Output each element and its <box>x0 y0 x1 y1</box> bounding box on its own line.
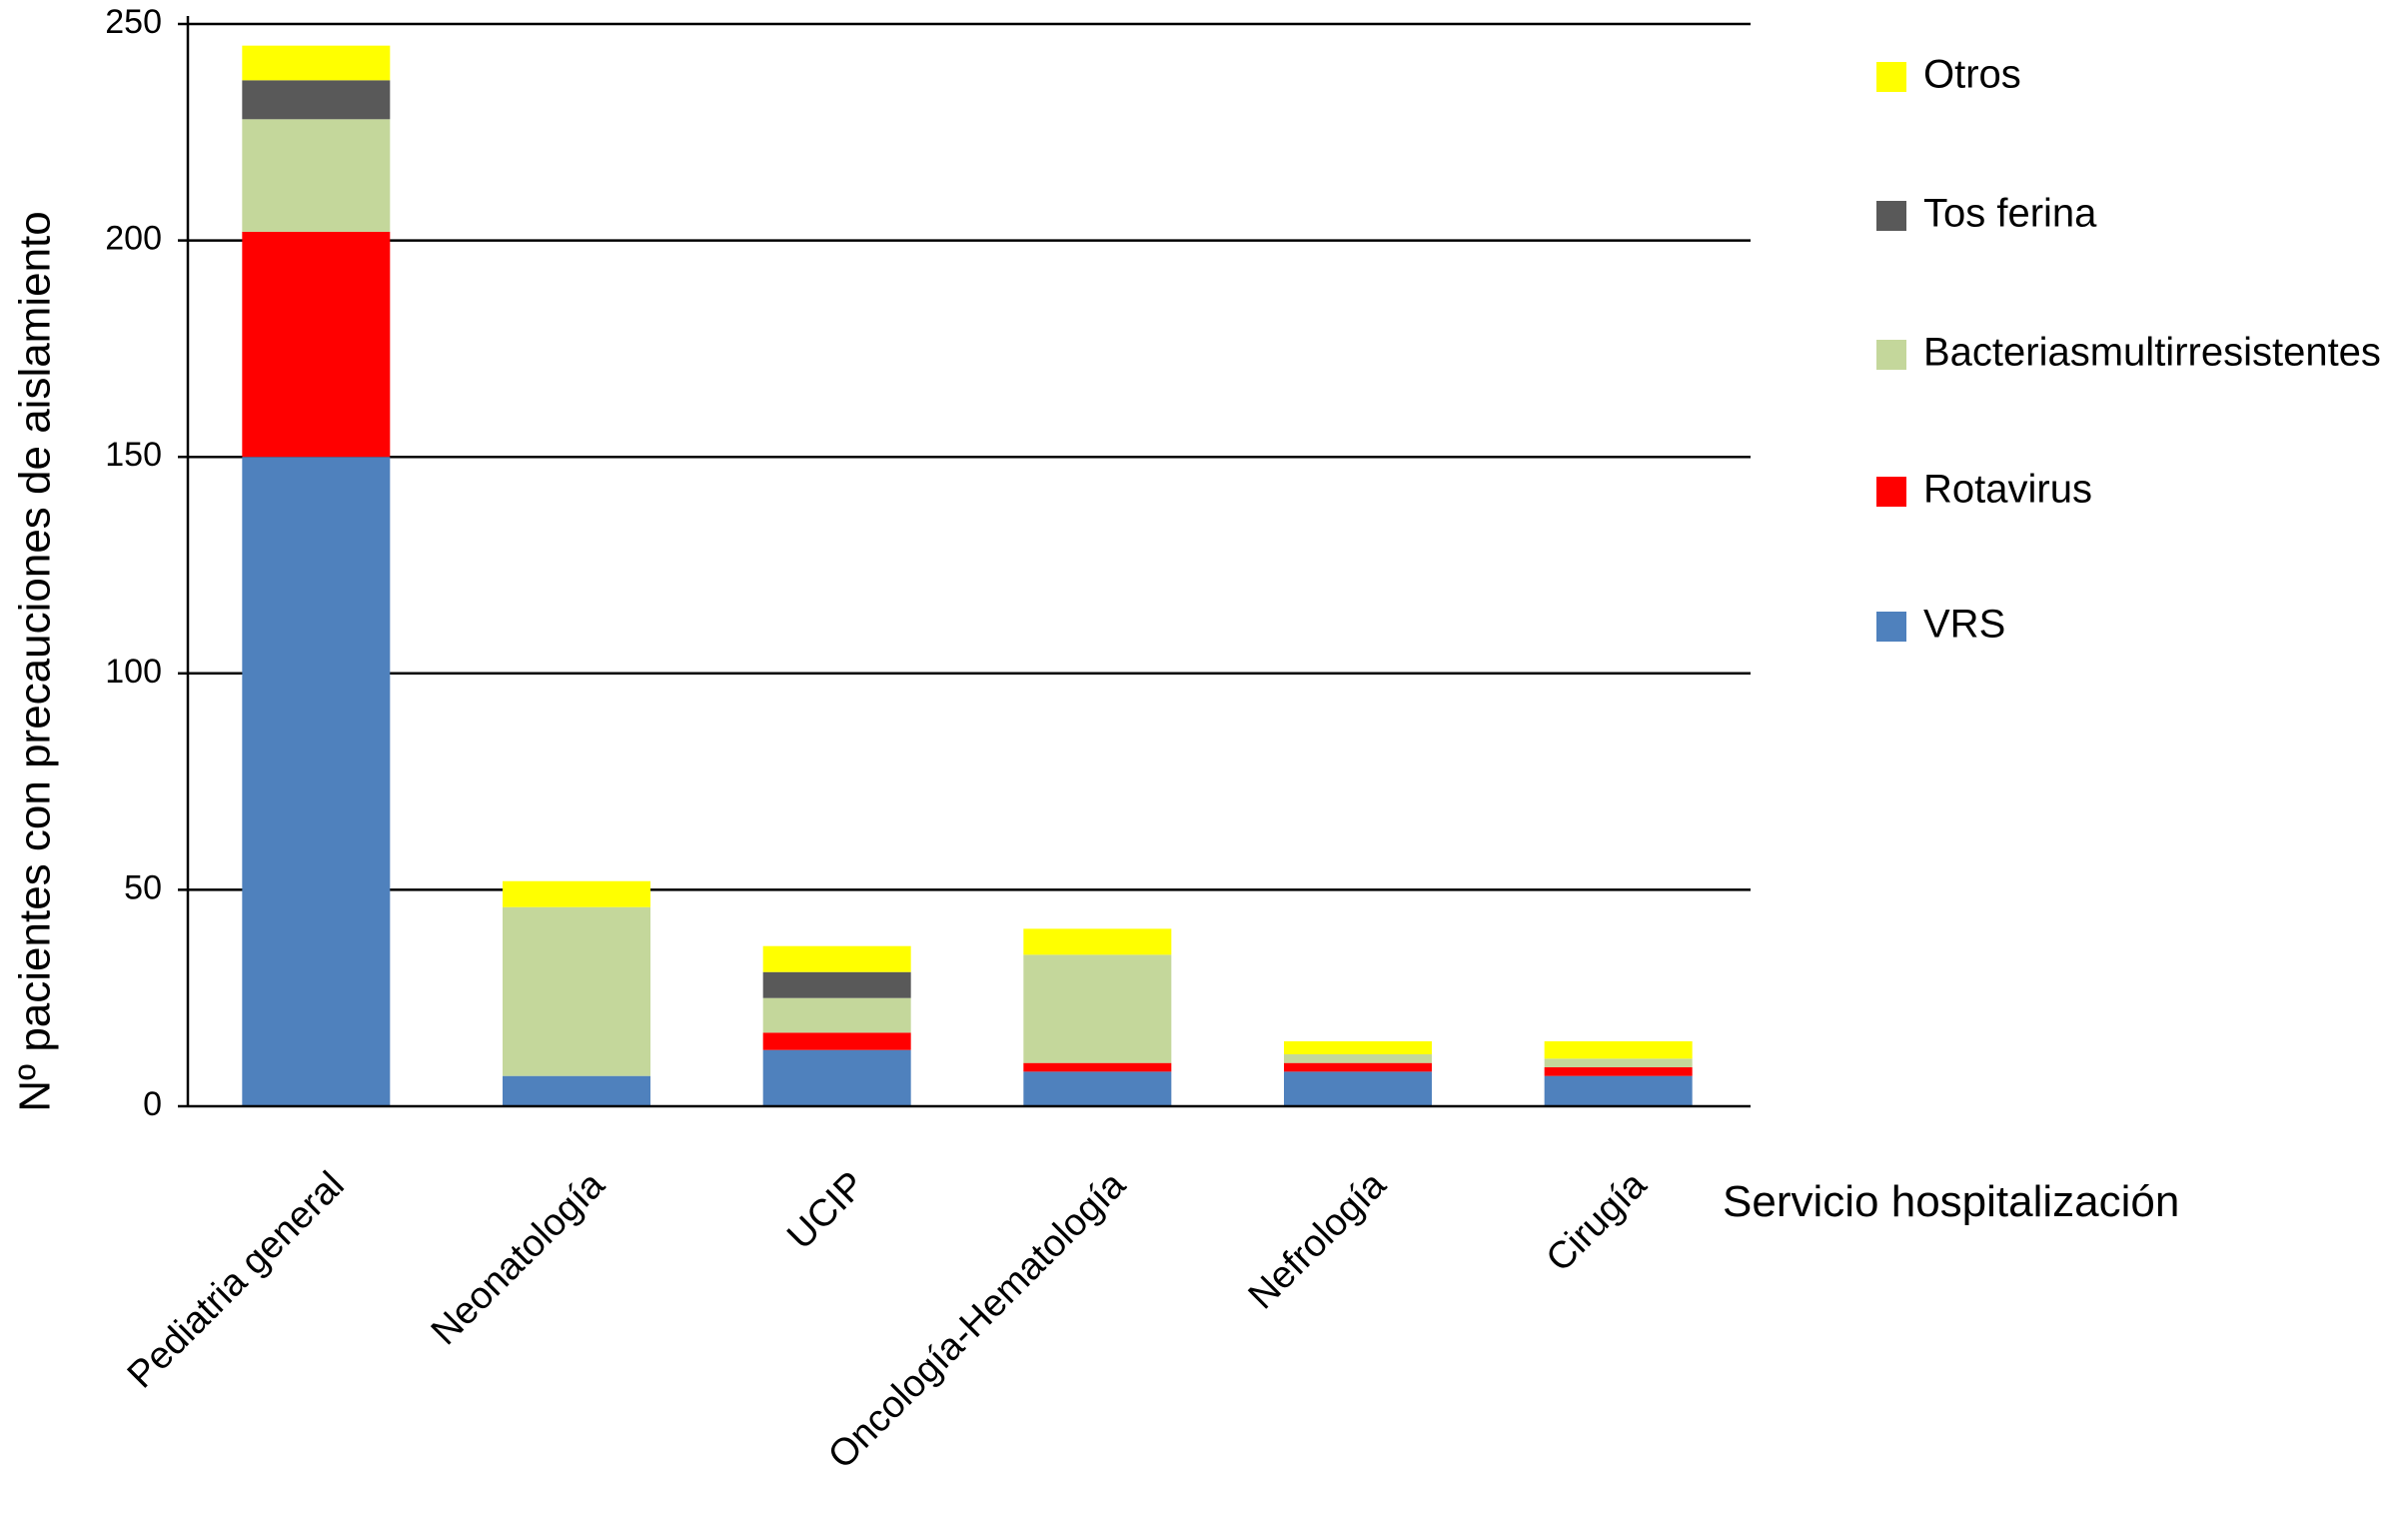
legend-label-bacteriasmultirresistentes: Bacteriasmultirresistentes <box>1923 331 2381 375</box>
legend: Otros Tos ferina Bacteriasmultirresistente… <box>1876 53 2381 647</box>
bars <box>242 45 1693 1106</box>
bar-cirugia-rotavirus <box>1544 1067 1693 1076</box>
bar-pediatria-general-otros <box>242 45 391 81</box>
bar-nefrologia-bacteriasmultirresistentes <box>1284 1054 1432 1063</box>
bar-oncologia-hematologia-bacteriasmultirresistentes <box>1023 954 1172 1063</box>
legend-swatch-vrs <box>1876 612 1906 642</box>
legend-label-rotavirus: Rotavirus <box>1923 468 2092 512</box>
legend-swatch-otros <box>1876 62 1906 92</box>
legend-swatch-bacteriasmultirresistentes <box>1876 340 1906 370</box>
y-tick-label-250: 250 <box>105 3 162 41</box>
gridlines <box>178 22 1751 1108</box>
legend-label-vrs: VRS <box>1923 603 2005 647</box>
bar-nefrologia-vrs <box>1284 1071 1432 1106</box>
bar-cirugia-bacteriasmultirresistentes <box>1544 1058 1693 1068</box>
y-tick-label-150: 150 <box>105 436 162 474</box>
bar-ucip-otros <box>762 945 911 972</box>
bar-pediatria-general-bacteriasmultirresistentes <box>242 119 391 232</box>
bar-ucip-tos-ferina <box>762 971 911 998</box>
bar-oncologia-hematologia-vrs <box>1023 1071 1172 1106</box>
y-tick-label-50: 50 <box>124 868 162 906</box>
bar-pediatria-general-rotavirus <box>242 231 391 458</box>
legend-label-tos-ferina: Tos ferina <box>1923 192 2097 236</box>
bar-pediatria-general-tos-ferina <box>242 80 391 120</box>
bar-pediatria-general-vrs <box>242 457 391 1106</box>
y-tick-label-100: 100 <box>105 653 162 691</box>
x-category-labels: Pediatria general Neonatología UCIPOncolog… <box>120 1163 1656 1477</box>
y-axis-title: Nº pacientes con precauciones de aislami… <box>11 211 60 1111</box>
bar-ucip-rotavirus <box>762 1032 911 1050</box>
bar-neonatologia-vrs <box>503 1075 650 1106</box>
x-category-label-nefrologia: Nefrología <box>1241 1163 1395 1317</box>
legend-swatch-tos-ferina <box>1876 201 1906 231</box>
x-category-label-cirugia: Cirugía <box>1539 1163 1656 1280</box>
legend-swatch-rotavirus <box>1876 477 1906 507</box>
y-tick-label-0: 0 <box>143 1085 162 1123</box>
x-axis-title: Servicio hospitalización <box>1723 1177 2179 1226</box>
bar-neonatologia-bacteriasmultirresistentes <box>503 906 650 1076</box>
bar-oncologia-hematologia-rotavirus <box>1023 1062 1172 1072</box>
axes <box>186 16 1751 1108</box>
bar-neonatologia-otros <box>503 880 650 907</box>
bar-oncologia-hematologia-otros <box>1023 928 1172 955</box>
bar-cirugia-vrs <box>1544 1075 1693 1106</box>
bar-nefrologia-rotavirus <box>1284 1062 1432 1072</box>
bar-nefrologia-otros <box>1284 1041 1432 1055</box>
y-tick-label-200: 200 <box>105 220 162 258</box>
y-tick-labels: 0 50 100 150 200 250 <box>105 3 162 1123</box>
legend-label-otros: Otros <box>1923 53 2021 97</box>
bar-ucip-bacteriasmultirresistentes <box>762 997 911 1033</box>
x-category-label-pediatria-general: Pediatria general <box>120 1164 353 1397</box>
x-category-label-neonatologia: Neonatología <box>424 1163 613 1353</box>
x-category-label-oncologia-hematologia: Oncología-Hematología <box>820 1163 1134 1477</box>
x-category-label-ucip: UCIP <box>779 1164 873 1258</box>
bar-cirugia-otros <box>1544 1041 1693 1059</box>
bar-ucip-vrs <box>762 1049 911 1106</box>
